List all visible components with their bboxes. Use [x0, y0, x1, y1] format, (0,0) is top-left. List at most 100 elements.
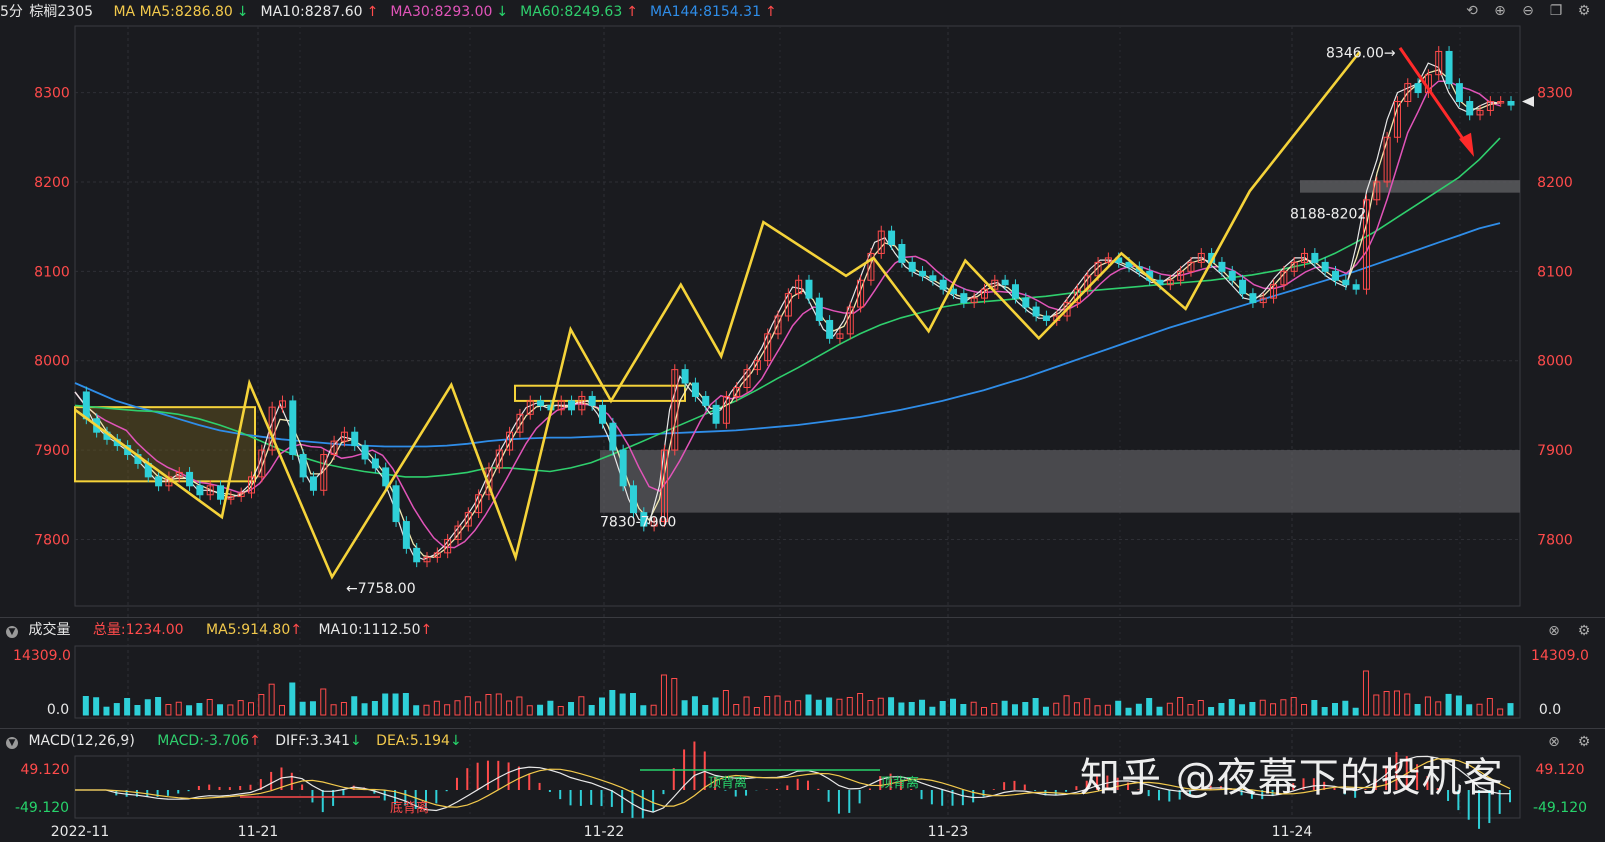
ma-legend-arrow: ↑: [626, 4, 638, 20]
volume-bar: [970, 701, 977, 716]
volume-y-bottom-right: 0.0: [1539, 702, 1561, 718]
macd-legend-bar: ▼ MACD(12,26,9) MACD:-3.706↑ DIFF:3.341↓…: [0, 729, 1605, 753]
volume-bar: [939, 701, 946, 716]
macd-value: MACD:-3.706: [157, 733, 250, 749]
macd-y-bottom: -49.120: [15, 800, 69, 816]
candle-body: [826, 319, 834, 339]
close-macd-icon[interactable]: ⊗: [1548, 734, 1560, 750]
candle-body: [836, 333, 844, 339]
trend-arrow-line: [1398, 47, 1470, 148]
y-tick-label-left: 7900: [34, 443, 70, 459]
volume-bar: [206, 699, 213, 716]
collapse-volume-icon[interactable]: ▼: [6, 626, 18, 638]
candle-body: [557, 400, 565, 411]
volume-bar: [743, 696, 750, 716]
volume-bar: [1486, 698, 1493, 716]
resistance-box: [514, 384, 686, 402]
volume-bar: [392, 693, 399, 716]
candle-body: [774, 315, 782, 335]
volume-bar: [516, 696, 523, 716]
candle-body: [846, 306, 854, 335]
macd-y-top: 49.120: [21, 762, 70, 778]
volume-bar: [1476, 703, 1483, 716]
candle-body: [248, 476, 256, 494]
undo-icon[interactable]: ⟲: [1466, 3, 1478, 19]
volume-bar: [278, 705, 285, 716]
y-tick-label-left: 8300: [34, 86, 70, 102]
volume-bar: [1321, 707, 1328, 716]
volume-bar: [774, 695, 781, 716]
candle-body: [1197, 252, 1205, 263]
volume-bar: [1073, 702, 1080, 716]
period-label[interactable]: 5分: [0, 4, 23, 20]
zoom-in-icon[interactable]: ⊕: [1494, 3, 1506, 19]
candle-body: [588, 395, 596, 406]
candle-body: [1455, 83, 1463, 102]
candle-body: [1125, 261, 1133, 268]
volume-bar: [444, 704, 451, 716]
volume-ma10: MA10:1112.50: [318, 622, 421, 638]
candle-body: [1362, 199, 1370, 290]
candle-body: [1259, 297, 1267, 304]
volume-bar: [1053, 702, 1060, 716]
settings-icon[interactable]: ⚙: [1577, 3, 1591, 19]
volume-bar: [248, 702, 255, 716]
volume-settings-icon[interactable]: ⚙: [1577, 623, 1591, 639]
candle-body: [1466, 101, 1474, 116]
volume-bar: [588, 705, 595, 716]
last-price-marker: [1522, 96, 1534, 107]
volume-bar: [134, 705, 141, 716]
volume-bar: [320, 688, 327, 716]
volume-bar: [402, 693, 409, 716]
volume-bar: [495, 693, 502, 716]
volume-bar: [1156, 706, 1163, 716]
volume-bar: [805, 694, 812, 716]
x-tick-label: 2022-11: [51, 824, 110, 840]
volume-bar: [217, 704, 224, 716]
volume-bar: [227, 704, 234, 716]
window-icon[interactable]: ❐: [1549, 3, 1563, 19]
dea-arrow: ↓: [449, 733, 462, 749]
candle-body: [568, 400, 576, 411]
ma60-line: [74, 137, 1501, 478]
zoom-out-icon[interactable]: ⊖: [1522, 3, 1534, 19]
volume-bar: [175, 701, 182, 716]
volume-bar: [846, 697, 853, 716]
volume-bar: [1146, 698, 1153, 716]
volume-bar: [991, 703, 998, 716]
y-tick-label-right: 7900: [1537, 443, 1573, 459]
candle-body: [764, 333, 772, 362]
candle-body: [206, 485, 214, 496]
collapse-macd-icon[interactable]: ▼: [6, 737, 18, 749]
macd-settings-icon[interactable]: ⚙: [1577, 734, 1591, 750]
volume-bar: [289, 682, 296, 716]
y-tick-label-left: 8100: [34, 264, 70, 280]
volume-bar: [1507, 703, 1514, 716]
y-tick-label-left: 8000: [34, 354, 70, 370]
candle-body: [526, 400, 534, 415]
volume-bar: [619, 693, 626, 716]
ma-legend-item: MA30:8293.00: [390, 4, 493, 20]
candle-body: [733, 387, 741, 397]
ma-legend-arrow: ↓: [236, 4, 249, 20]
candle-body: [929, 275, 937, 281]
volume-bar: [1497, 708, 1504, 716]
volume-bar: [433, 700, 440, 716]
candle-body: [454, 525, 462, 540]
x-tick-label: 11-24: [1272, 824, 1313, 840]
candle-body: [1011, 284, 1019, 299]
volume-y-top-right: 14309.0: [1531, 648, 1589, 664]
candle-body: [495, 449, 503, 469]
volume-bar: [1393, 690, 1400, 716]
candle-body: [1104, 257, 1112, 263]
volume-bar: [351, 696, 358, 716]
candle-body: [1352, 284, 1360, 290]
zigzag-wave-line: [74, 50, 1362, 580]
candle-body: [1032, 306, 1040, 317]
candle-body: [650, 521, 658, 527]
candle-body: [1321, 261, 1329, 272]
candle-body: [382, 467, 390, 487]
candle-body: [660, 449, 668, 523]
close-volume-icon[interactable]: ⊗: [1548, 623, 1560, 639]
